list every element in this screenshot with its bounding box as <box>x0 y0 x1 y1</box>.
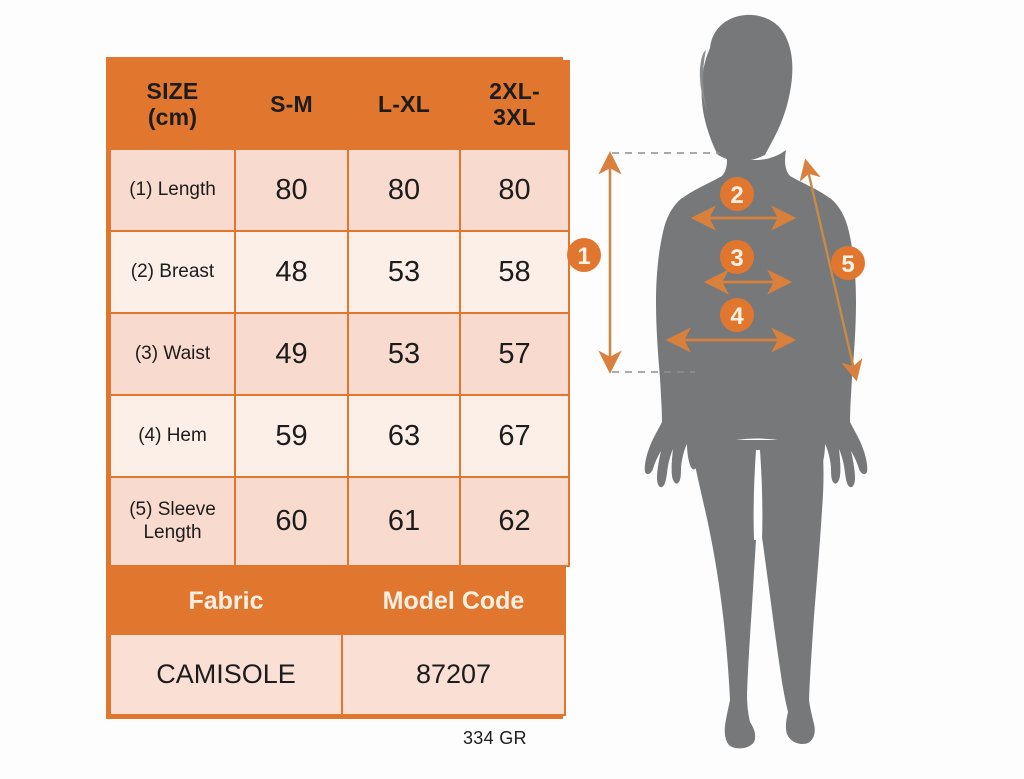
fabric-model-header-row: Fabric Model Code <box>109 567 566 635</box>
size-header-line1: SIZE <box>146 78 199 105</box>
badge-5-label: 5 <box>841 251 854 278</box>
badge-3-label: 3 <box>730 245 743 272</box>
measurement-4-hem: 4 <box>665 298 797 353</box>
badge-4-circle <box>720 298 754 332</box>
table-row: (2) Breast 48 53 58 <box>109 230 570 314</box>
fabric-model-value-row: CAMISOLE 87207 <box>109 633 566 716</box>
size-header-line2: (cm) <box>147 104 198 130</box>
table-header: SIZE (cm) S-M L-XL 2XL- 3XL <box>109 60 570 150</box>
fabric-header: Fabric <box>109 567 343 635</box>
cell-breast-lxl: 53 <box>347 230 461 314</box>
size-chart-table: SIZE (cm) S-M L-XL 2XL- 3XL (1) Length 8… <box>106 57 570 719</box>
row-label-length: (1) Length <box>109 148 236 232</box>
cell-breast-sm: 48 <box>234 230 349 314</box>
badge-2-circle <box>720 177 754 211</box>
column-header-sm: S-M <box>234 60 349 150</box>
model-code-value: 87207 <box>341 633 566 716</box>
cell-waist-lxl: 53 <box>347 312 461 396</box>
badge-5-circle <box>831 246 865 280</box>
cell-length-sm: 80 <box>234 148 349 232</box>
badge-2-label: 2 <box>730 182 743 209</box>
row-label-sleeve-length: (5) Sleeve Length <box>109 476 236 567</box>
xxl-header-line1: 2XL- <box>489 78 540 105</box>
measurement-3-waist: 3 <box>703 240 793 295</box>
fabric-value: CAMISOLE <box>109 633 343 716</box>
badge-4-label: 4 <box>730 303 744 330</box>
row-label-breast: (2) Breast <box>109 230 236 314</box>
arrow-sleeve-length <box>799 158 863 382</box>
sleeve-label-line1: (5) Sleeve <box>129 498 216 520</box>
badge-3-circle <box>720 240 754 274</box>
cell-length-lxl: 80 <box>347 148 461 232</box>
model-figure-diagram: 1 2 3 4 <box>560 10 960 770</box>
cell-sleeve-2xl3xl: 62 <box>459 476 570 567</box>
row-label-waist: (3) Waist <box>109 312 236 396</box>
table-body: (1) Length 80 80 80 (2) Breast 48 53 58 … <box>109 148 570 567</box>
cell-sleeve-sm: 60 <box>234 476 349 567</box>
cell-breast-2xl3xl: 58 <box>459 230 570 314</box>
column-header-2xl3xl: 2XL- 3XL <box>459 60 570 150</box>
cell-hem-lxl: 63 <box>347 394 461 478</box>
column-header-lxl: L-XL <box>347 60 461 150</box>
badge-1-circle <box>567 238 601 272</box>
measurement-5-sleeve-length: 5 <box>799 158 865 382</box>
cell-waist-sm: 49 <box>234 312 349 396</box>
xxl-header-line2: 3XL <box>493 104 536 130</box>
table-row: (4) Hem 59 63 67 <box>109 394 570 478</box>
cell-sleeve-lxl: 61 <box>347 476 461 567</box>
cell-waist-2xl3xl: 57 <box>459 312 570 396</box>
column-header-size: SIZE (cm) <box>109 60 236 150</box>
female-silhouette <box>644 14 868 749</box>
measurement-1-length: 1 <box>567 151 720 374</box>
cell-hem-sm: 59 <box>234 394 349 478</box>
sleeve-label-line2: Length <box>143 521 202 543</box>
row-label-hem: (4) Hem <box>109 394 236 478</box>
model-code-header: Model Code <box>341 567 566 635</box>
measurement-2-breast: 2 <box>690 177 797 231</box>
header-row: SIZE (cm) S-M L-XL 2XL- 3XL <box>109 60 570 150</box>
badge-1-label: 1 <box>577 243 590 270</box>
fabric-model-table: Fabric Model Code CAMISOLE 87207 <box>109 567 566 716</box>
table-row: (1) Length 80 80 80 <box>109 148 570 232</box>
weight-note: 334 GR <box>463 728 527 748</box>
table-row: (5) Sleeve Length 60 61 62 <box>109 476 570 567</box>
measurements-table: SIZE (cm) S-M L-XL 2XL- 3XL (1) Length 8… <box>109 60 570 567</box>
cell-hem-2xl3xl: 67 <box>459 394 570 478</box>
table-row: (3) Waist 49 53 57 <box>109 312 570 396</box>
figure-svg: 1 2 3 4 <box>567 14 868 749</box>
cell-length-2xl3xl: 80 <box>459 148 570 232</box>
